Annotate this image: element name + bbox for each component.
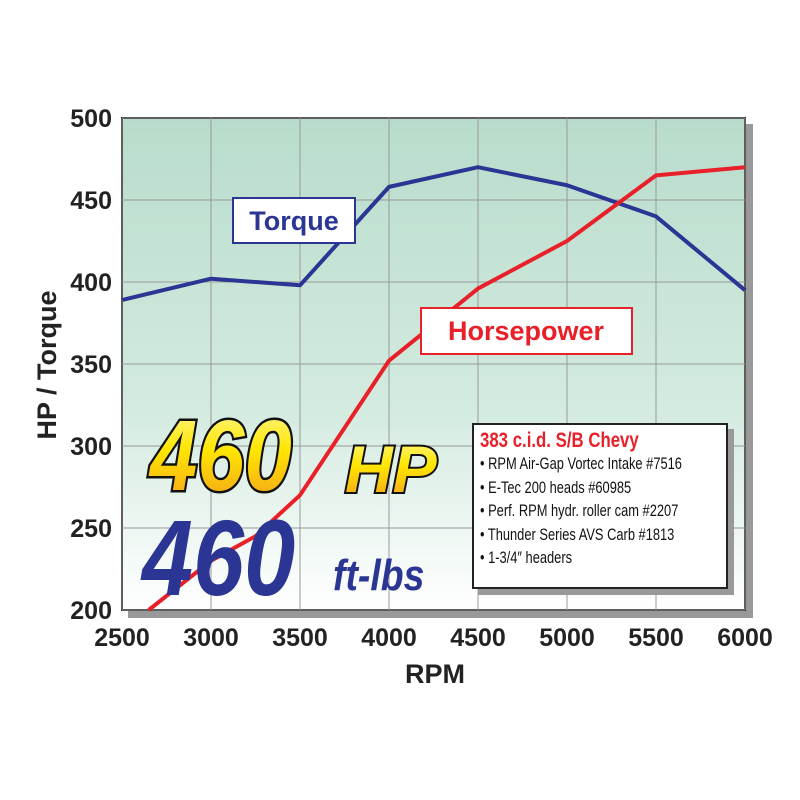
spec-item: • 1-3/4″ headers (480, 549, 573, 567)
x-tick-label: 3500 (272, 624, 328, 652)
x-tick-label: 3000 (183, 624, 239, 652)
hp-callout: 460 HP (146, 397, 440, 514)
spec-item: • Perf. RPM hydr. roller cam #2207 (480, 502, 679, 520)
y-tick-label: 350 (70, 351, 112, 379)
hp-value: 460 (148, 399, 292, 511)
spec-item: • RPM Air-Gap Vortec Intake #7516 (480, 455, 682, 473)
svg-text:Horsepower: Horsepower (448, 316, 605, 346)
spec-item: • E-Tec 200 heads #60985 (480, 478, 632, 497)
y-tick-label: 450 (70, 187, 112, 215)
svg-text:Torque: Torque (249, 206, 339, 236)
specs-title: 383 c.i.d. S/B Chevy (480, 429, 639, 452)
engine-specs-box: 383 c.i.d. S/B Chevy • RPM Air-Gap Vorte… (472, 423, 728, 589)
y-tick-label: 250 (70, 515, 112, 543)
torque-label: Torque (232, 197, 356, 244)
torque-value: 460 (140, 498, 295, 619)
horsepower-label: Horsepower (420, 307, 633, 355)
hp-unit: HP (345, 432, 438, 506)
x-tick-label: 5500 (628, 624, 684, 652)
torque-callout: 460 ft-lbs (140, 498, 424, 619)
torque-unit: ft-lbs (333, 550, 424, 600)
y-tick-label: 300 (70, 433, 112, 461)
y-tick-label: 400 (70, 269, 112, 297)
horsepower-line (147, 165, 746, 612)
x-tick-label: 4000 (361, 624, 417, 652)
y-tick-label: 200 (70, 597, 112, 625)
x-tick-label: 2500 (94, 624, 150, 652)
x-tick-label: 5000 (539, 624, 595, 652)
spec-item: • Thunder Series AVS Carb #1813 (480, 525, 675, 544)
x-tick-label: 4500 (450, 624, 506, 652)
y-tick-label: 500 (70, 105, 112, 133)
x-axis-label: RPM (405, 659, 465, 689)
y-axis-label: HP / Torque (32, 290, 62, 439)
torque-line (121, 165, 747, 302)
x-tick-label: 6000 (717, 624, 773, 652)
